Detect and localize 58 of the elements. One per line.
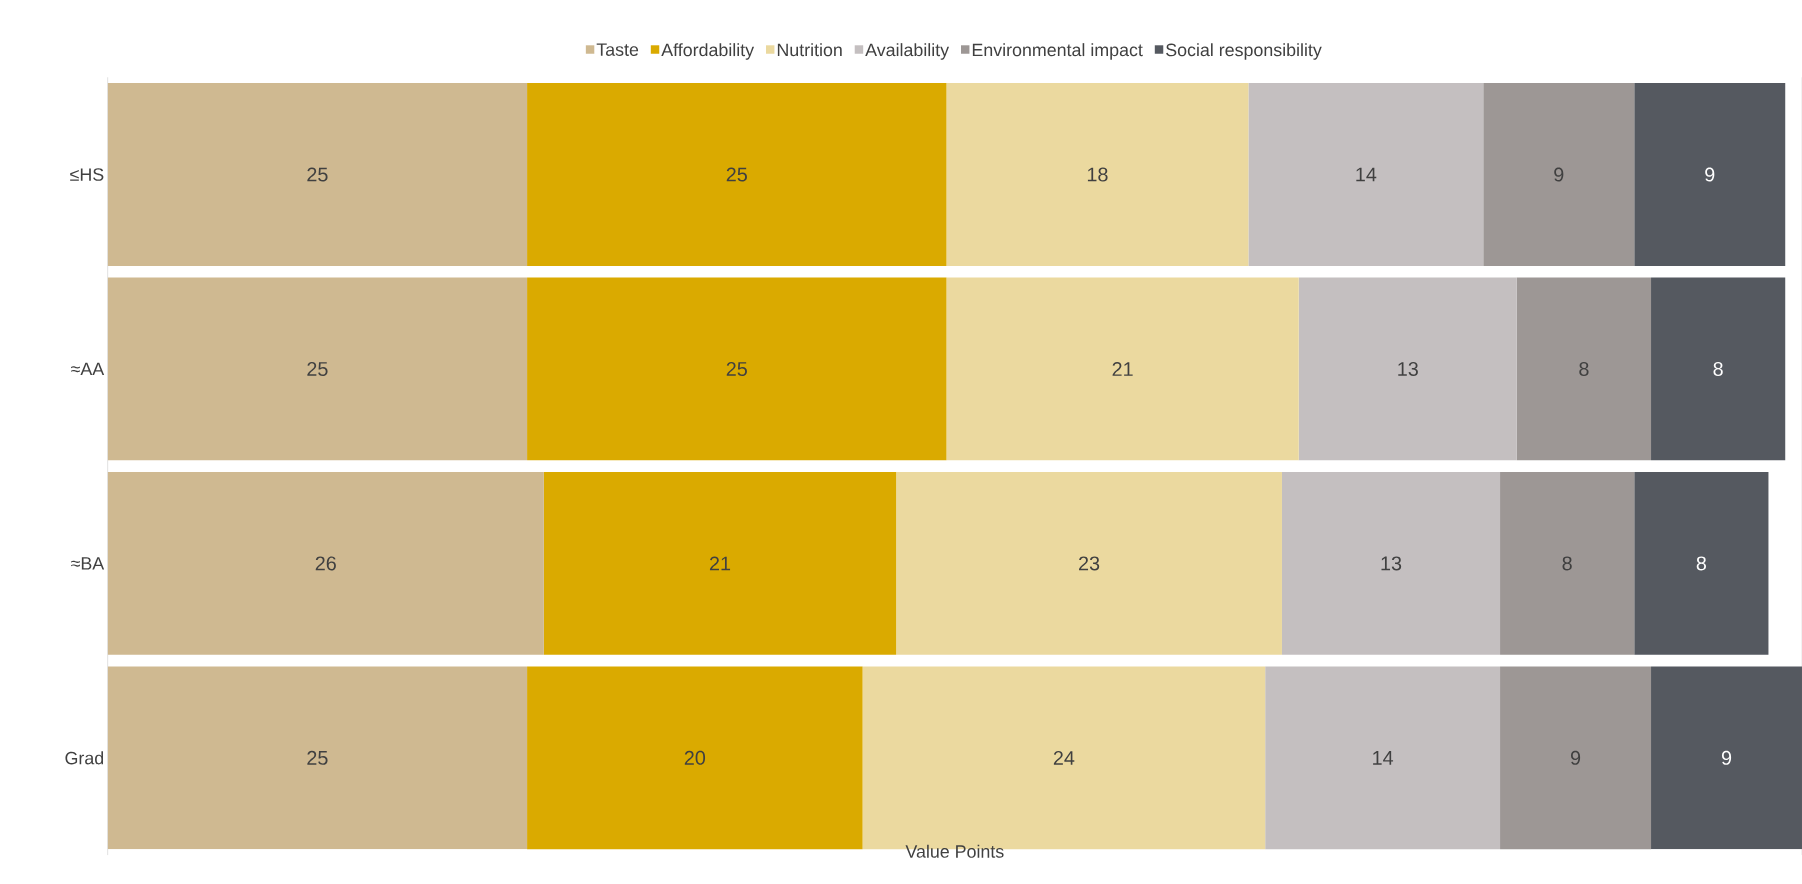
bar	[1281, 472, 1501, 655]
legend-label: Availability	[865, 43, 950, 60]
bar	[1651, 277, 1786, 461]
data-label: 9	[1554, 167, 1564, 182]
data-label: 25	[307, 750, 328, 765]
data-label: 14	[1373, 751, 1394, 765]
bar	[896, 472, 1282, 655]
bar	[1298, 277, 1517, 461]
data-label: 14	[1356, 167, 1377, 182]
legend-label: Environmental impact	[972, 43, 1143, 60]
bar	[543, 472, 897, 655]
bar	[1265, 666, 1501, 850]
bar	[946, 277, 1299, 461]
bar	[946, 83, 1249, 266]
bar	[107, 666, 528, 850]
bar	[527, 666, 863, 850]
data-label: 9	[1705, 167, 1715, 182]
data-label: 13	[1381, 556, 1402, 571]
data-label: 26	[315, 556, 336, 571]
bar	[527, 277, 947, 461]
y-tick-label: ≤HS	[70, 168, 104, 181]
bar	[1500, 666, 1652, 850]
data-label: 8	[1713, 362, 1723, 377]
legend-label: Affordability	[661, 43, 755, 60]
bar	[1483, 83, 1635, 266]
bar	[107, 472, 544, 655]
legend-label: Taste	[596, 43, 639, 57]
data-label: 21	[1112, 362, 1133, 376]
data-label: 9	[1570, 750, 1581, 765]
bar	[107, 83, 528, 266]
bar	[1634, 83, 1786, 266]
data-label: 20	[684, 750, 706, 765]
data-label: 9	[1721, 750, 1732, 765]
bar	[1651, 666, 1802, 850]
data-label: 25	[307, 167, 328, 182]
legend-label: Nutrition	[777, 43, 842, 57]
y-tick-label: ≈BA	[71, 557, 105, 570]
bar	[527, 83, 947, 266]
bar	[1516, 277, 1652, 461]
data-label: 8	[1562, 556, 1572, 571]
data-label: 25	[307, 362, 328, 377]
data-label: 23	[1079, 556, 1100, 571]
y-tick-label: Grad	[65, 751, 104, 765]
bar	[1500, 472, 1635, 655]
bar	[107, 277, 528, 461]
data-label: 8	[1696, 556, 1707, 571]
data-label: 8	[1579, 362, 1589, 377]
bar	[1634, 472, 1769, 655]
y-tick-label: ≈AA	[71, 362, 105, 376]
data-label: 13	[1398, 362, 1418, 377]
data-label: 21	[709, 556, 731, 571]
data-label: 18	[1087, 167, 1108, 182]
data-label: 25	[726, 167, 747, 182]
data-label: 25	[726, 362, 747, 377]
legend-label: Social responsibility	[1166, 43, 1322, 60]
x-axis-title: Value Points	[905, 844, 1004, 858]
data-label: 24	[1053, 751, 1075, 765]
bar	[1248, 83, 1484, 266]
